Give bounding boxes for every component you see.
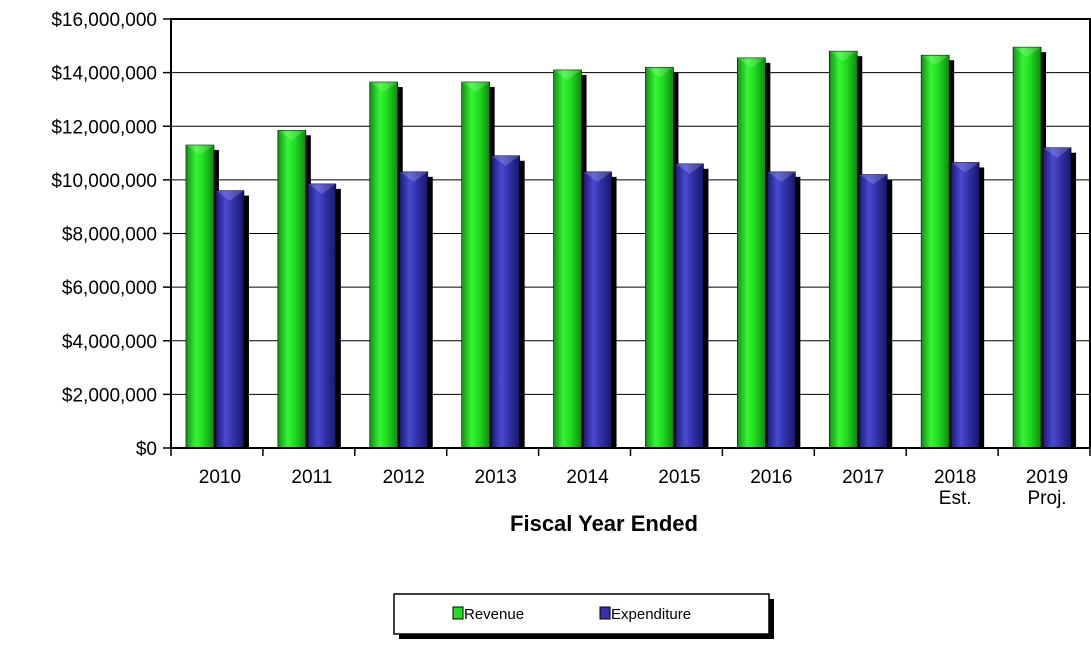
bar-expenditure-7	[858, 174, 893, 449]
y-tick-label: $4,000,000	[62, 332, 157, 353]
bar-bevel	[461, 82, 490, 93]
bar-expenditure-1	[307, 183, 341, 449]
bar-expenditure-9	[1042, 147, 1077, 449]
y-tick-label: $2,000,000	[62, 385, 157, 406]
x-tick-label: 2010	[199, 467, 241, 488]
legend-swatch	[452, 606, 464, 620]
bar-bevel	[645, 67, 674, 78]
bars	[185, 46, 1077, 449]
x-tick-label: 2014	[566, 467, 609, 488]
legend-item-revenue: Revenue	[452, 606, 524, 623]
bar-body	[369, 81, 399, 449]
bar-revenue-0	[185, 144, 219, 449]
bar-bevel	[215, 190, 244, 201]
bar-body	[858, 174, 888, 449]
bar-body	[185, 144, 215, 449]
plot-area	[170, 18, 1091, 449]
legend-swatch	[599, 606, 611, 620]
bar-bevel	[1013, 47, 1042, 58]
bar-body	[737, 57, 766, 449]
bar-revenue-5	[645, 66, 679, 449]
bar-body	[828, 50, 858, 449]
bar-body	[553, 69, 582, 449]
x-tick-label: 2017	[842, 467, 884, 488]
bar-bevel	[307, 183, 336, 194]
bar-body	[675, 163, 704, 449]
x-tick-label: 2019	[1026, 467, 1068, 488]
bar-bevel	[767, 171, 796, 182]
bar-body	[645, 66, 674, 449]
bar-body	[920, 54, 950, 449]
x-tick-label: 2015	[658, 467, 700, 488]
x-tick-label: Est.	[939, 488, 972, 509]
legend-label: Revenue	[464, 606, 524, 623]
bar-revenue-9	[1012, 46, 1047, 449]
x-axis-title: Fiscal Year Ended	[510, 511, 698, 536]
bar-bevel	[675, 163, 704, 174]
bar-body	[950, 162, 980, 449]
bar-bevel	[583, 171, 612, 182]
bar-revenue-3	[461, 81, 495, 449]
bar-bevel	[829, 51, 858, 62]
bar-body	[583, 171, 612, 449]
y-tick-label: $6,000,000	[62, 278, 157, 299]
bar-bevel	[277, 130, 306, 141]
bar-bevel	[859, 174, 888, 185]
bar-body	[461, 81, 490, 449]
bar-revenue-6	[737, 57, 771, 449]
bar-expenditure-3	[491, 155, 525, 449]
bar-revenue-2	[369, 81, 403, 449]
bar-body	[767, 171, 796, 449]
y-tick-label: $8,000,000	[62, 225, 157, 246]
x-tick-label: 2016	[750, 467, 792, 488]
bar-revenue-7	[828, 50, 863, 449]
y-tick-label: $16,000,000	[51, 10, 157, 31]
bar-expenditure-2	[399, 171, 433, 449]
x-tick-label: 2011	[291, 467, 332, 488]
bar-body	[491, 155, 520, 449]
bar-bevel	[921, 55, 950, 66]
y-tick-label: $14,000,000	[51, 64, 157, 85]
x-tick-label: 2018	[934, 467, 976, 488]
bar-bevel	[369, 82, 398, 93]
bar-revenue-8	[920, 54, 955, 449]
bar-expenditure-8	[950, 162, 985, 449]
x-tick-label: 2012	[383, 467, 425, 488]
bar-bevel	[491, 155, 520, 166]
bar-bevel	[951, 162, 980, 173]
legend-box	[393, 593, 770, 635]
bar-expenditure-0	[215, 190, 249, 449]
bar-bevel	[553, 69, 582, 80]
legend-item-expenditure: Expenditure	[599, 606, 691, 623]
x-tick-label: Proj.	[1028, 488, 1067, 509]
bar-revenue-1	[277, 129, 311, 449]
bar-body	[399, 171, 429, 449]
bar-body	[1012, 46, 1042, 449]
y-axis: $0 $2,000,000 $4,000,000 $6,000,000 $8,000,0…	[51, 10, 171, 460]
y-tick-label: $12,000,000	[51, 117, 157, 138]
bar-expenditure-6	[767, 171, 801, 449]
bar-bevel	[1043, 147, 1072, 158]
bar-expenditure-4	[583, 171, 617, 449]
bar-bevel	[399, 171, 428, 182]
bar-body	[307, 183, 337, 449]
bar-expenditure-5	[675, 163, 709, 449]
x-tick-label: 2013	[475, 467, 517, 488]
bar-body	[277, 129, 307, 449]
y-tick-label: $10,000,000	[51, 171, 157, 192]
x-axis: 2010 2011 2012 2013 2014 2015 2016 2017 2018Est.…	[170, 448, 1091, 509]
legend: Revenue Expenditure	[393, 593, 774, 639]
bar-body	[215, 190, 245, 449]
bar-revenue-4	[553, 69, 587, 449]
bar-body	[1042, 147, 1072, 449]
legend-items: Revenue Expenditure	[452, 606, 691, 623]
legend-label: Expenditure	[611, 606, 691, 623]
y-tick-label: $0	[136, 439, 157, 460]
bar-bevel	[185, 145, 214, 156]
bar-bevel	[737, 57, 766, 68]
